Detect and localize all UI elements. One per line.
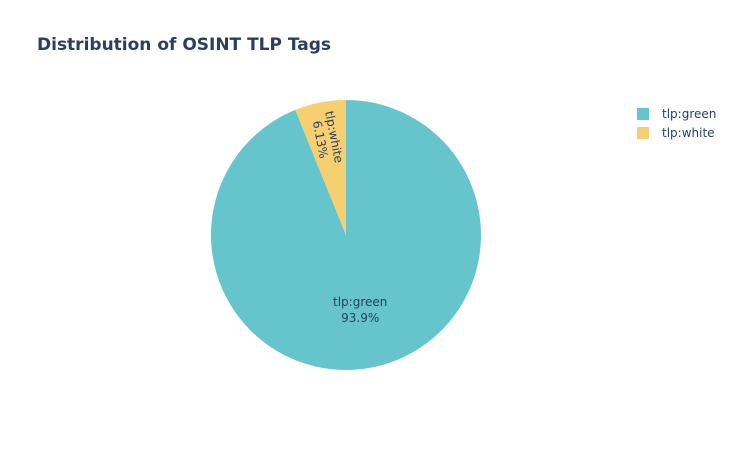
pie-slices xyxy=(211,100,481,371)
legend: tlp:green tlp:white xyxy=(637,107,716,140)
legend-item-tlp-green[interactable]: tlp:green xyxy=(637,107,716,121)
legend-label: tlp:green xyxy=(662,107,716,121)
pie-slice-tlp-green xyxy=(211,100,481,371)
legend-swatch xyxy=(637,108,649,120)
chart-title: Distribution of OSINT TLP Tags xyxy=(37,35,331,55)
legend-item-tlp-white[interactable]: tlp:white xyxy=(637,126,715,140)
slice-label-percent: 93.9% xyxy=(341,311,379,325)
legend-label: tlp:white xyxy=(662,126,715,140)
legend-swatch xyxy=(637,127,649,139)
slice-label-tlp-green: tlp:green 93.9% xyxy=(333,295,387,325)
pie-slice-tlp-white xyxy=(295,100,346,235)
slice-label-name: tlp:green xyxy=(333,295,387,309)
